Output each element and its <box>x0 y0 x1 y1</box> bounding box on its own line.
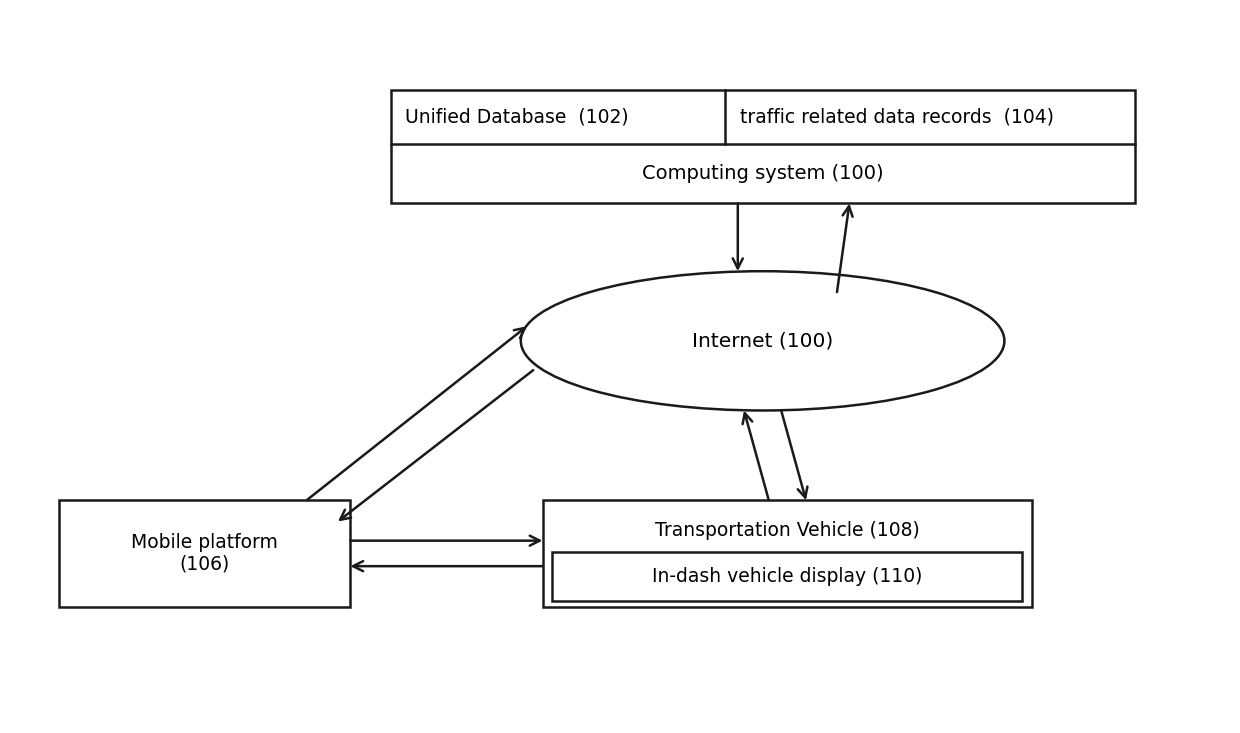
FancyBboxPatch shape <box>391 89 1135 204</box>
Text: In-dash vehicle display (110): In-dash vehicle display (110) <box>652 567 923 586</box>
FancyBboxPatch shape <box>543 500 1032 607</box>
Text: Transportation Vehicle (108): Transportation Vehicle (108) <box>655 520 920 539</box>
Text: Computing system (100): Computing system (100) <box>642 164 883 183</box>
FancyBboxPatch shape <box>552 552 1022 601</box>
Text: Internet (100): Internet (100) <box>692 331 833 350</box>
Text: Unified Database  (102): Unified Database (102) <box>405 108 629 127</box>
Text: Mobile platform
(106): Mobile platform (106) <box>131 533 278 574</box>
Ellipse shape <box>521 271 1004 410</box>
FancyBboxPatch shape <box>60 500 350 607</box>
Text: traffic related data records  (104): traffic related data records (104) <box>740 108 1054 127</box>
